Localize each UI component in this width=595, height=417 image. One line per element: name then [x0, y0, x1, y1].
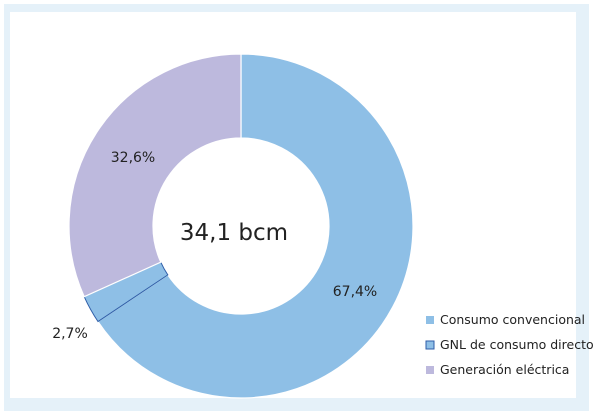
legend-swatch-generacion-electrica: [426, 366, 434, 374]
legend-label-gnl-consumo-directo: GNL de consumo directo: [440, 337, 594, 352]
slice-label-consumo-convencional: 67,4%: [333, 284, 377, 300]
legend-label-generacion-electrica: Generación eléctrica: [440, 362, 569, 377]
slice-label-gnl-consumo-directo: 2,7%: [52, 326, 88, 342]
slice-label-generacion-electrica: 32,6%: [111, 150, 155, 166]
donut-slices: [68, 53, 414, 399]
center-label: 34,1 bcm: [180, 220, 288, 246]
slice-consumo-convencional: [97, 53, 414, 399]
legend-swatch-gnl-consumo-directo: [425, 340, 435, 350]
legend-label-consumo-convencional: Consumo convencional: [440, 312, 585, 327]
legend-swatch-consumo-convencional: [426, 316, 434, 324]
legend: Consumo convencional GNL de consumo dire…: [425, 312, 594, 377]
slice-generacion-electrica: [68, 53, 242, 298]
